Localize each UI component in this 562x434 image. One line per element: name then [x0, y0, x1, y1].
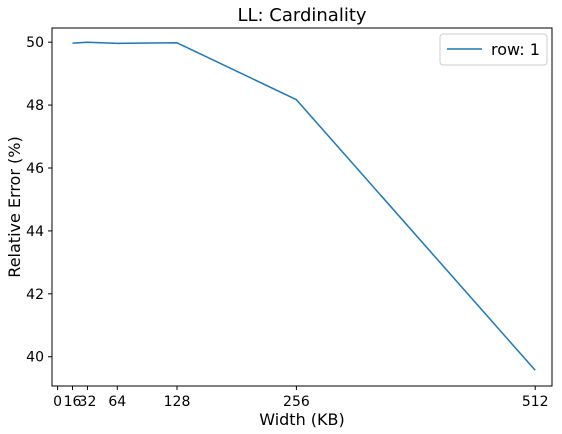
y-tick-label: 48	[26, 98, 44, 114]
y-tick-label: 50	[26, 35, 44, 51]
x-tick-label: 256	[283, 394, 310, 410]
y-tick-label: 46	[26, 161, 44, 177]
chart-title: LL: Cardinality	[237, 5, 366, 26]
legend-box	[439, 33, 548, 66]
x-tick-label: 0	[53, 394, 62, 410]
y-axis-ticks: 40 42 44 46 48 50	[26, 35, 52, 366]
y-axis-label: Relative Error (%)	[5, 136, 24, 277]
legend: row: 1	[439, 33, 548, 66]
x-tick-label: 64	[108, 394, 126, 410]
y-tick-label: 44	[26, 224, 44, 240]
legend-label-row-1: row: 1	[491, 40, 540, 59]
x-tick-label: 512	[522, 394, 549, 410]
x-tick-label: 128	[164, 394, 191, 410]
x-tick-label: 16	[64, 394, 82, 410]
x-tick-label: 32	[79, 394, 97, 410]
x-axis-label: Width (KB)	[259, 410, 345, 429]
series-line-row-1	[72, 41, 536, 371]
y-tick-label: 40	[26, 350, 44, 366]
plot-frame	[51, 27, 553, 387]
series-layer	[72, 41, 536, 371]
y-tick-label: 42	[26, 287, 44, 303]
